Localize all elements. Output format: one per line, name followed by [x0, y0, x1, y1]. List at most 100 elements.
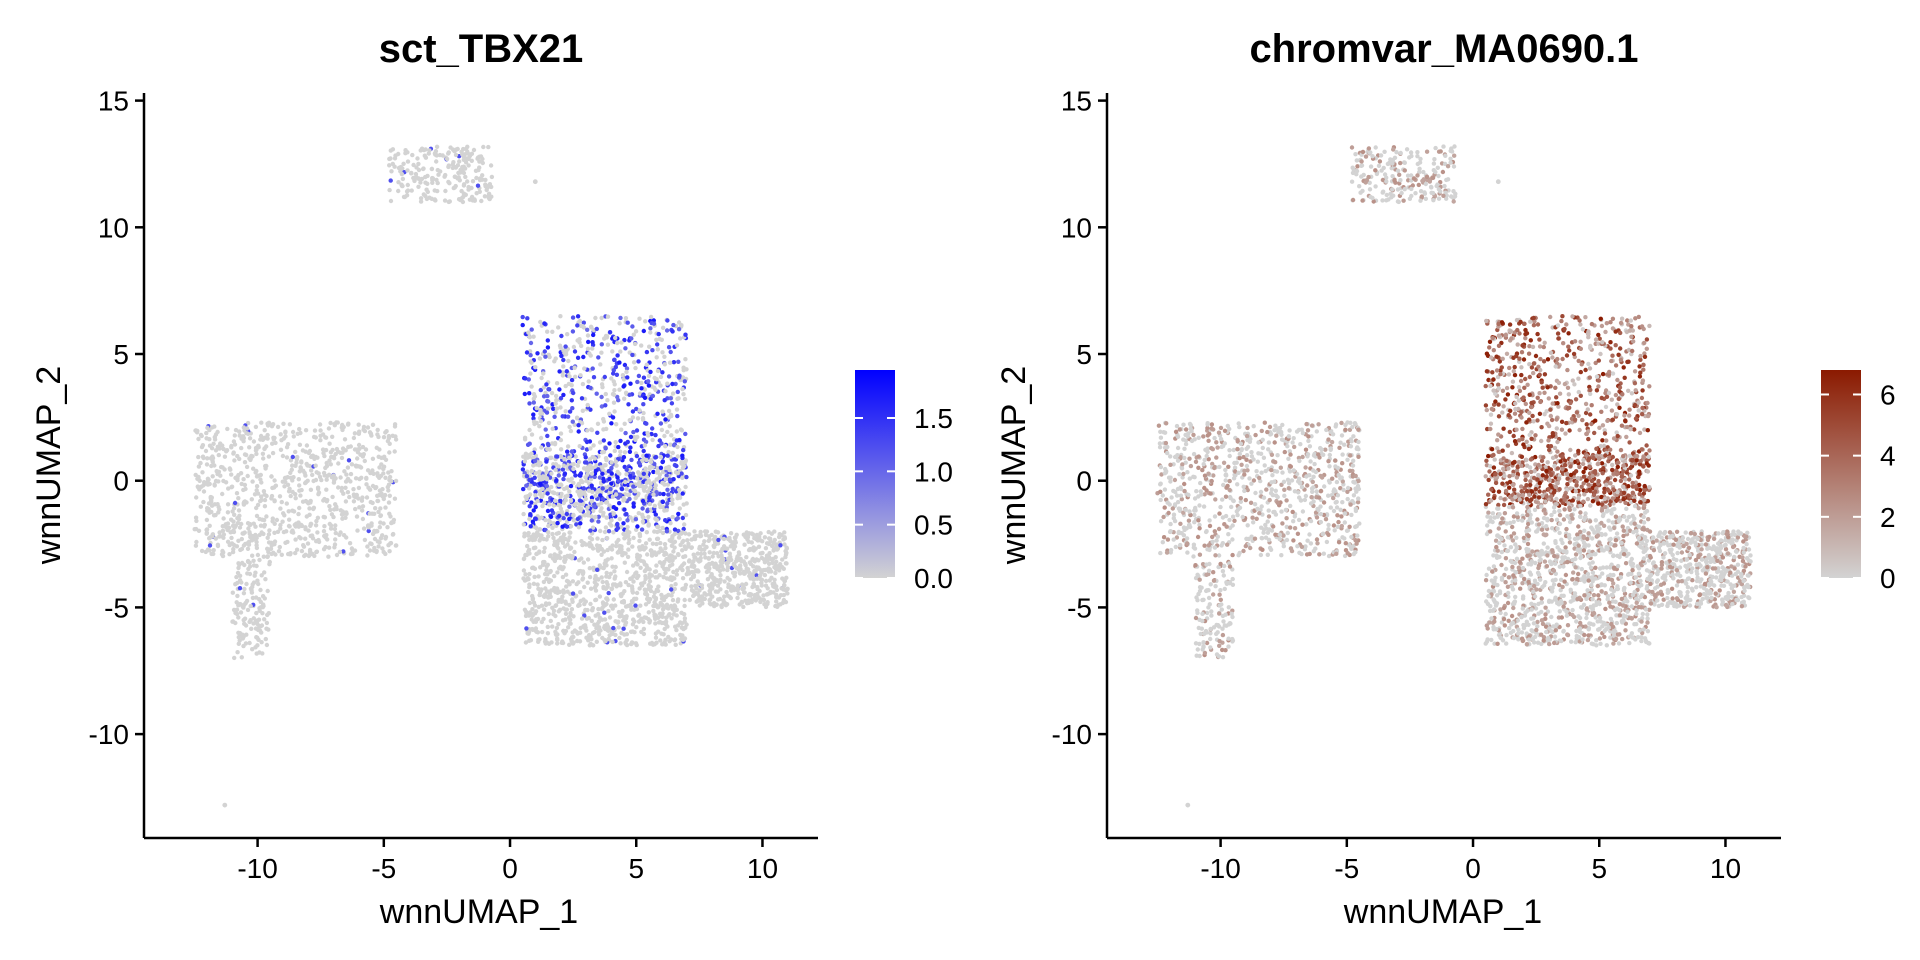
cell-point — [739, 599, 744, 605]
cell-point — [684, 572, 689, 577]
cell-point — [772, 537, 777, 543]
cell-point — [552, 573, 557, 579]
cell-point — [370, 422, 376, 427]
cell-point — [548, 514, 554, 519]
cell-point — [571, 344, 577, 350]
cell-point — [256, 581, 261, 587]
cell-point — [676, 528, 681, 534]
cell-point — [762, 535, 768, 540]
cell-point — [1306, 434, 1311, 439]
cell-point — [290, 463, 295, 468]
cell-point — [210, 532, 216, 537]
cell-point — [241, 502, 247, 507]
cell-point — [653, 631, 659, 636]
cell-point — [629, 576, 634, 581]
cell-point — [313, 463, 318, 468]
cell-point — [522, 607, 528, 612]
cell-point — [621, 377, 627, 382]
cell-point — [337, 532, 342, 537]
cell-point — [1227, 478, 1232, 484]
cell-point — [765, 586, 770, 591]
cell-point — [609, 465, 614, 471]
cell-point — [671, 569, 676, 575]
cell-point — [702, 539, 707, 544]
cell-point — [648, 326, 653, 331]
cell-point — [1298, 442, 1303, 447]
cell-point — [590, 454, 595, 460]
cell-point — [658, 383, 663, 388]
cell-point — [619, 340, 624, 345]
cell-point — [648, 507, 654, 512]
cell-point — [1171, 516, 1177, 521]
cell-point — [561, 516, 566, 521]
cell-point — [533, 471, 538, 476]
cell-point — [279, 552, 284, 557]
cell-point — [645, 509, 650, 514]
cell-point — [477, 165, 482, 170]
cell-point — [670, 514, 675, 520]
cell-point — [609, 586, 615, 591]
cell-point — [594, 582, 599, 587]
cell-point — [591, 508, 596, 514]
cell-point — [538, 411, 543, 416]
cell-point — [683, 512, 689, 518]
cell-point — [1220, 541, 1226, 546]
cell-point — [609, 547, 615, 552]
cell-point — [646, 433, 651, 438]
cell-point — [346, 477, 351, 483]
cell-point — [604, 500, 610, 505]
cell-point — [650, 348, 655, 353]
cell-point — [785, 586, 790, 591]
cell-point — [266, 454, 272, 459]
cell-point — [231, 519, 236, 524]
cell-point — [238, 547, 243, 553]
cell-point — [307, 506, 312, 511]
cell-point — [580, 408, 585, 413]
cell-point — [652, 503, 657, 509]
colorbar — [855, 370, 895, 578]
cell-point — [648, 641, 653, 646]
cell-point — [226, 486, 231, 491]
cell-point — [297, 442, 303, 447]
cell-point — [574, 415, 580, 420]
cell-point — [618, 449, 623, 454]
cell-point — [259, 420, 264, 425]
cell-point — [524, 483, 529, 488]
cell-point — [1358, 190, 1363, 195]
cell-point — [326, 426, 332, 431]
cell-point — [560, 574, 566, 580]
cell-point — [754, 532, 760, 538]
cell-point — [636, 460, 642, 465]
cell-point — [1158, 550, 1163, 556]
cell-point — [624, 369, 629, 375]
cell-point — [550, 426, 555, 431]
cell-point — [1248, 500, 1254, 505]
cell-point — [631, 504, 636, 509]
cell-point — [543, 465, 549, 471]
cell-point — [604, 515, 609, 520]
cell-point — [529, 500, 534, 505]
cell-point — [1435, 182, 1440, 187]
cell-point — [735, 595, 740, 601]
cell-point — [322, 524, 327, 529]
cell-point — [600, 450, 605, 455]
cell-point — [741, 585, 747, 591]
cell-point — [1367, 180, 1372, 185]
cell-point — [280, 479, 285, 484]
cell-point — [662, 542, 668, 547]
cell-point — [660, 499, 665, 504]
cell-point — [685, 565, 690, 571]
cell-point — [1281, 540, 1286, 546]
cell-point — [588, 641, 593, 647]
cell-point — [288, 475, 294, 480]
cell-point — [1157, 441, 1163, 446]
cell-point — [1211, 473, 1216, 478]
cell-point — [533, 619, 539, 624]
cell-point — [606, 590, 611, 596]
cell-point — [671, 443, 677, 448]
cell-point — [1282, 449, 1288, 455]
cell-point — [254, 513, 260, 519]
x-ticks: -10 -5 0 5 10 — [237, 838, 778, 884]
cell-point — [644, 349, 650, 355]
cell-point — [541, 593, 546, 599]
